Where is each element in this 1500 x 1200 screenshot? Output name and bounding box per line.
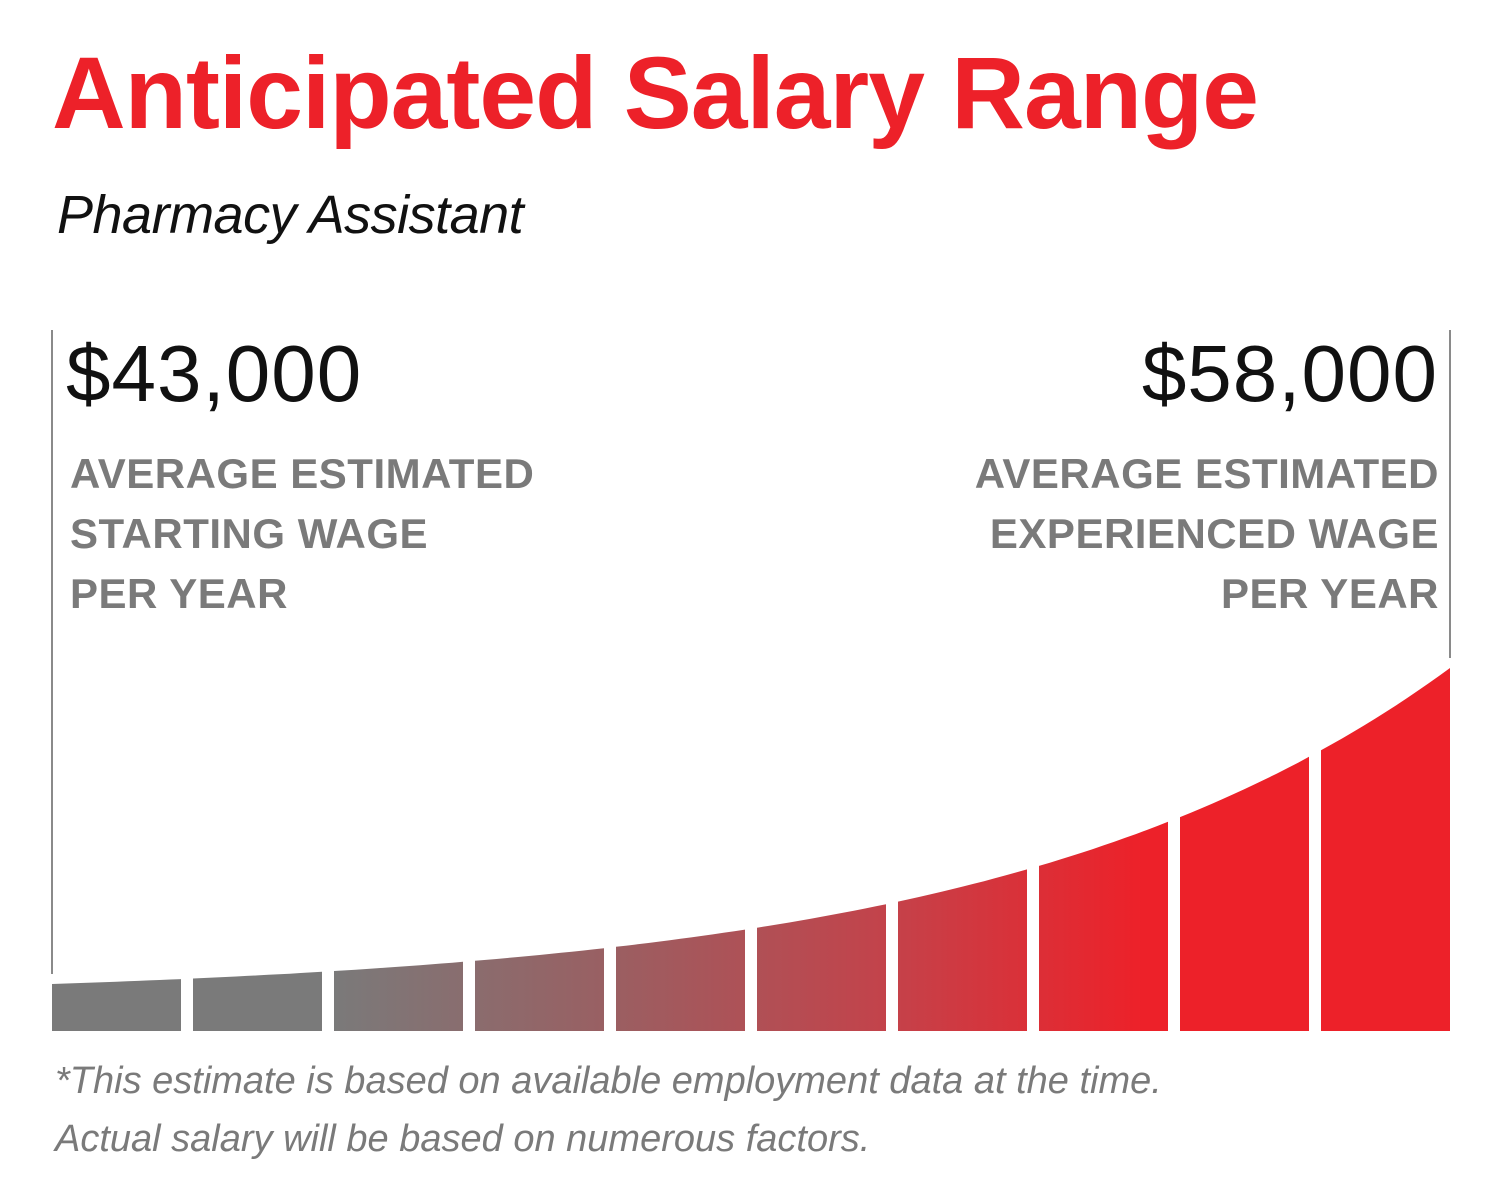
salary-bar xyxy=(475,948,604,1031)
starting-wage-amount: $43,000 xyxy=(66,329,363,418)
salary-bar xyxy=(898,869,1027,1031)
salary-bar xyxy=(1321,668,1450,1031)
label-line: AVERAGE ESTIMATED xyxy=(70,450,535,497)
salary-bar xyxy=(616,929,745,1031)
footnote-line-2: Actual salary will be based on numerous … xyxy=(55,1118,871,1160)
experienced-wage-amount: $58,000 xyxy=(1141,329,1438,418)
start-marker-line xyxy=(51,330,53,974)
starting-wage-label: AVERAGE ESTIMATED STARTING WAGE PER YEAR xyxy=(70,444,534,624)
salary-bar xyxy=(334,961,463,1031)
footnote: *This estimate is based on available emp… xyxy=(55,1052,1162,1168)
experienced-wage-label: AVERAGE ESTIMATED EXPERIENCED WAGE PER Y… xyxy=(975,444,1439,624)
salary-bar xyxy=(52,979,181,1031)
label-line: PER YEAR xyxy=(1221,570,1439,617)
salary-bar xyxy=(1039,821,1168,1031)
job-title: Pharmacy Assistant xyxy=(57,185,524,245)
salary-bar xyxy=(757,904,886,1031)
salary-bar xyxy=(193,971,322,1031)
end-marker-line xyxy=(1449,330,1451,658)
bars-group xyxy=(52,668,1450,1031)
page-title: Anticipated Salary Range xyxy=(52,36,1259,150)
label-line: EXPERIENCED WAGE xyxy=(989,510,1439,557)
label-line: AVERAGE ESTIMATED xyxy=(974,450,1439,497)
footnote-line-1: *This estimate is based on available emp… xyxy=(55,1060,1162,1102)
label-line: STARTING WAGE xyxy=(70,510,429,557)
salary-bar xyxy=(1180,756,1309,1031)
label-line: PER YEAR xyxy=(70,570,288,617)
